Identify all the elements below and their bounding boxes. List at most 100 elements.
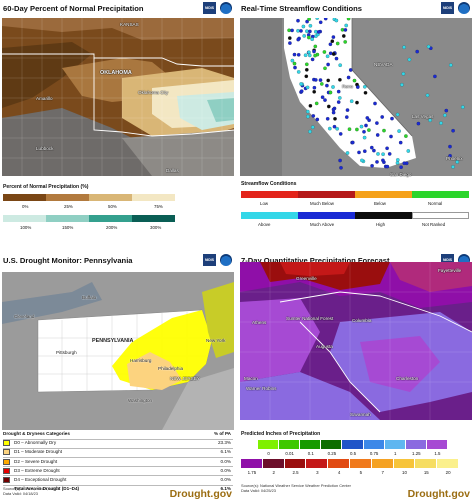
streamflow-gauge[interactable]	[375, 160, 379, 164]
streamflow-gauge[interactable]	[323, 66, 327, 71]
streamflow-gauge[interactable]	[415, 49, 420, 54]
streamflow-gauge[interactable]	[399, 165, 403, 170]
streamflow-gauge[interactable]	[349, 99, 354, 104]
streamflow-gauge[interactable]	[402, 161, 407, 166]
streamflow-gauge[interactable]	[433, 74, 437, 79]
streamflow-gauge[interactable]	[375, 133, 380, 137]
streamflow-gauge[interactable]	[448, 154, 452, 158]
streamflow-gauge[interactable]	[311, 125, 315, 130]
streamflow-gauge[interactable]	[396, 158, 400, 162]
streamflow-gauge[interactable]	[451, 128, 455, 133]
streamflow-gauge[interactable]	[376, 152, 380, 156]
streamflow-gauge[interactable]	[425, 93, 430, 98]
streamflow-gauge[interactable]	[312, 90, 317, 94]
streamflow-gauge[interactable]	[322, 50, 327, 54]
streamflow-gauge[interactable]	[330, 39, 335, 44]
streamflow-gauge[interactable]	[287, 36, 292, 40]
streamflow-gauge[interactable]	[308, 24, 313, 28]
streamflow-gauge[interactable]	[292, 52, 297, 57]
streamflow-gauge[interactable]	[299, 89, 304, 94]
streamflow-gauge[interactable]	[356, 85, 360, 89]
streamflow-gauge[interactable]	[306, 114, 310, 119]
streamflow-gauge[interactable]	[360, 158, 364, 163]
streamflow-gauge[interactable]	[338, 63, 343, 68]
streamflow-gauge[interactable]	[348, 68, 353, 72]
streamflow-gauge[interactable]	[363, 149, 367, 154]
streamflow-gauge[interactable]	[302, 34, 306, 38]
streamflow-gauge[interactable]	[406, 149, 411, 153]
streamflow-gauge[interactable]	[345, 115, 349, 119]
streamflow-gauge[interactable]	[308, 129, 312, 134]
streamflow-gauge[interactable]	[299, 29, 303, 33]
streamflow-gauge[interactable]	[315, 18, 319, 20]
streamflow-gauge[interactable]	[318, 20, 323, 25]
streamflow-gauge[interactable]	[299, 82, 303, 86]
streamflow-gauge[interactable]	[333, 117, 337, 121]
streamflow-gauge[interactable]	[363, 91, 368, 95]
streamflow-gauge[interactable]	[402, 45, 406, 50]
streamflow-gauge[interactable]	[305, 19, 309, 24]
streamflow-gauge[interactable]	[305, 85, 310, 90]
streamflow-gauge[interactable]	[331, 107, 336, 112]
streamflow-gauge[interactable]	[363, 85, 367, 89]
streamflow-gauge[interactable]	[375, 121, 379, 125]
streamflow-gauge[interactable]	[312, 85, 317, 90]
streamflow-gauge[interactable]	[338, 132, 343, 136]
streamflow-gauge[interactable]	[346, 18, 351, 21]
streamflow-gauge[interactable]	[328, 126, 332, 131]
streamflow-gauge[interactable]	[390, 116, 394, 121]
streamflow-gauge[interactable]	[336, 100, 341, 104]
streamflow-gauge[interactable]	[307, 35, 311, 40]
streamflow-gauge[interactable]	[338, 158, 342, 163]
streamflow-gauge[interactable]	[355, 100, 359, 105]
streamflow-gauge[interactable]	[398, 140, 403, 145]
streamflow-gauge[interactable]	[389, 134, 393, 139]
streamflow-gauge[interactable]	[296, 52, 301, 57]
streamflow-gauge[interactable]	[334, 56, 339, 61]
streamflow-gauge[interactable]	[397, 129, 401, 133]
streamflow-gauge[interactable]	[296, 37, 301, 42]
streamflow-gauge[interactable]	[345, 108, 350, 112]
drought-gov-logo[interactable]: Drought.gov	[169, 488, 232, 500]
streamflow-gauge[interactable]	[315, 117, 320, 122]
streamflow-gauge[interactable]	[331, 52, 336, 56]
streamflow-gauge[interactable]	[364, 123, 368, 128]
streamflow-gauge[interactable]	[312, 49, 316, 54]
streamflow-gauge[interactable]	[288, 41, 292, 45]
streamflow-gauge[interactable]	[357, 150, 361, 155]
streamflow-gauge[interactable]	[318, 78, 323, 82]
streamflow-gauge[interactable]	[449, 63, 453, 67]
streamflow-gauge[interactable]	[331, 110, 336, 115]
streamflow-gauge[interactable]	[328, 51, 333, 56]
streamflow-gauge[interactable]	[461, 105, 465, 109]
streamflow-gauge[interactable]	[296, 70, 301, 74]
streamflow-gauge[interactable]	[426, 44, 431, 49]
streamflow-gauge[interactable]	[355, 127, 359, 132]
streamflow-gauge[interactable]	[327, 104, 331, 109]
streamflow-gauge[interactable]	[338, 77, 342, 82]
streamflow-gauge[interactable]	[400, 83, 404, 87]
streamflow-gauge[interactable]	[370, 164, 374, 168]
streamflow-gauge[interactable]	[323, 98, 327, 102]
streamflow-gauge[interactable]	[290, 58, 295, 63]
streamflow-gauge[interactable]	[323, 18, 328, 21]
streamflow-gauge[interactable]	[301, 24, 306, 29]
streamflow-gauge[interactable]	[347, 127, 352, 132]
streamflow-gauge[interactable]	[328, 42, 333, 47]
streamflow-gauge[interactable]	[305, 29, 309, 34]
streamflow-gauge[interactable]	[313, 53, 317, 58]
streamflow-gauge[interactable]	[331, 35, 336, 39]
streamflow-gauge[interactable]	[455, 160, 460, 164]
streamflow-gauge[interactable]	[314, 101, 319, 106]
streamflow-gauge[interactable]	[444, 108, 449, 113]
streamflow-gauge[interactable]	[326, 62, 330, 67]
streamflow-gauge[interactable]	[381, 152, 385, 157]
streamflow-gauge[interactable]	[308, 104, 313, 108]
streamflow-gauge[interactable]	[304, 74, 309, 79]
streamflow-gauge[interactable]	[351, 140, 355, 145]
streamflow-gauge[interactable]	[325, 117, 330, 121]
streamflow-gauge[interactable]	[335, 127, 340, 131]
streamflow-gauge[interactable]	[380, 115, 385, 119]
streamflow-gauge[interactable]	[338, 96, 342, 100]
streamflow-gauge[interactable]	[439, 121, 443, 125]
